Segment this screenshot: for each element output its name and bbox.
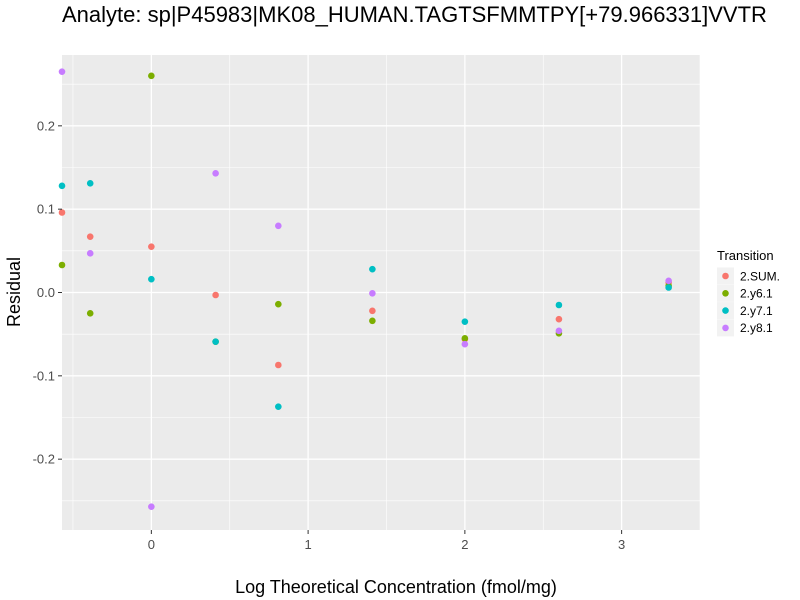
y-tick-label-1: -0.1 [33,368,55,383]
y-tick-label-2: 0.0 [37,285,55,300]
point-0-1 [86,233,94,240]
legend-label-1: 2.y6.1 [740,287,773,301]
legend-title: Transition [717,248,774,263]
point-0-0 [58,209,66,216]
point-0-7 [555,315,563,323]
legend: Transition 2.SUM. 2.y6.1 2.y7.1 2.y8.1 [717,248,780,337]
point-1-4 [275,300,282,308]
point-2-5 [369,265,376,273]
point-3-6 [461,340,469,348]
x-axis-label: Log Theoretical Concentration (fmol/mg) [235,577,557,597]
legend-swatch-1 [722,290,729,297]
y-tick-label-4: 0.2 [37,118,55,133]
point-0-3 [212,291,219,299]
point-1-6 [461,335,469,342]
point-1-5 [369,317,376,325]
point-2-8 [665,284,672,291]
point-3-4 [275,222,282,230]
grid-major [62,55,700,530]
series-2.y8.1 [58,68,672,510]
point-2-2 [148,275,155,283]
x-axis-ticks: 0 1 2 3 [148,530,625,552]
legend-swatch-0 [722,272,729,280]
point-3-5 [369,290,376,297]
point-1-0 [58,261,66,269]
point-3-2 [148,503,155,510]
point-2-4 [275,403,282,410]
point-3-3 [212,170,219,177]
point-3-7 [555,327,563,335]
point-0-2 [148,243,155,250]
x-tick-label-1: 1 [304,537,311,552]
point-0-4 [275,361,282,369]
point-2-3 [212,338,219,345]
series-2.y7.1 [58,180,672,410]
point-2-6 [461,318,469,325]
point-3-0 [58,68,66,75]
y-axis-label: Residual [4,257,24,327]
legend-label-2: 2.y7.1 [740,304,773,318]
legend-label-0: 2.SUM. [740,269,780,283]
point-2-1 [86,180,94,187]
x-tick-label-2: 2 [461,537,468,552]
point-2-0 [58,182,66,190]
chart-title: Analyte: sp|P45983|MK08_HUMAN.TAGTSFMMTP… [62,2,767,27]
y-axis-ticks: -0.2 -0.1 0.0 0.1 0.2 [33,118,62,467]
point-1-2 [148,72,155,80]
legend-swatch-2 [722,307,729,314]
legend-label-3: 2.y8.1 [740,321,773,335]
data-points [58,68,672,510]
y-tick-label-3: 0.1 [37,202,55,217]
point-3-8 [665,277,672,285]
point-0-5 [369,307,376,315]
point-2-7 [555,301,563,309]
point-1-1 [86,310,94,317]
y-tick-label-0: -0.2 [33,452,55,467]
legend-swatch-3 [722,324,729,332]
x-tick-label-3: 3 [618,537,625,552]
x-tick-label-0: 0 [148,537,155,552]
point-3-1 [86,250,94,257]
